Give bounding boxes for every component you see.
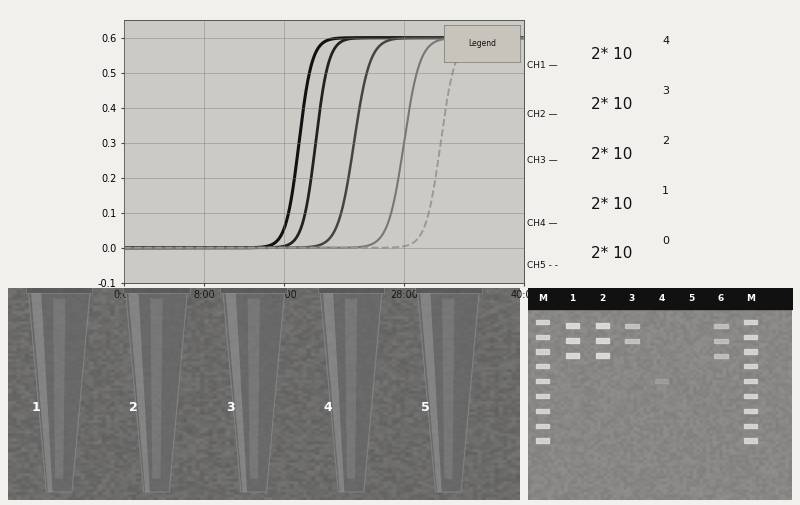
Text: 2* 10: 2* 10 — [590, 47, 632, 62]
Bar — [566, 353, 579, 358]
Bar — [744, 424, 758, 428]
Text: 2* 10: 2* 10 — [590, 146, 632, 162]
Text: 5: 5 — [421, 400, 430, 414]
Polygon shape — [150, 298, 162, 479]
Bar — [596, 338, 609, 343]
Text: 2: 2 — [599, 294, 606, 303]
Text: CH5 - -: CH5 - - — [526, 261, 558, 270]
Bar — [566, 338, 579, 343]
Bar — [655, 379, 668, 383]
Text: 2: 2 — [129, 400, 138, 414]
Bar — [626, 339, 638, 343]
Text: 3: 3 — [662, 86, 669, 96]
Bar — [744, 364, 758, 369]
Text: 3: 3 — [226, 400, 235, 414]
Bar — [744, 320, 758, 324]
Bar — [536, 364, 550, 369]
Bar — [536, 424, 550, 428]
Bar — [626, 324, 638, 328]
Text: CH2 —: CH2 — — [526, 110, 558, 119]
Bar — [744, 438, 758, 443]
Polygon shape — [53, 298, 66, 479]
Bar — [536, 334, 550, 339]
Bar — [744, 409, 758, 413]
Polygon shape — [31, 293, 53, 492]
Bar — [714, 354, 728, 358]
Text: M: M — [746, 294, 755, 303]
Polygon shape — [418, 293, 479, 492]
Bar — [536, 438, 550, 443]
Polygon shape — [126, 293, 187, 492]
Polygon shape — [223, 293, 285, 492]
Text: 3: 3 — [629, 294, 635, 303]
Bar — [596, 324, 609, 328]
Text: 0: 0 — [662, 236, 669, 246]
Bar — [714, 339, 728, 343]
Text: 1: 1 — [662, 186, 669, 196]
Text: CH4 —: CH4 — — [526, 219, 558, 228]
Bar — [566, 324, 579, 328]
Bar — [536, 409, 550, 413]
Polygon shape — [226, 293, 247, 492]
Text: 4: 4 — [324, 400, 332, 414]
Text: 2: 2 — [662, 136, 670, 146]
Polygon shape — [345, 298, 357, 479]
Text: 1: 1 — [32, 400, 41, 414]
Polygon shape — [415, 281, 482, 293]
Bar — [714, 324, 728, 328]
Polygon shape — [128, 293, 150, 492]
Text: 2* 10: 2* 10 — [590, 246, 632, 262]
Text: CH3 —: CH3 — — [526, 156, 558, 165]
Bar — [744, 349, 758, 354]
Text: 2* 10: 2* 10 — [590, 196, 632, 212]
Polygon shape — [318, 281, 384, 293]
Polygon shape — [323, 293, 344, 492]
Text: M: M — [538, 294, 547, 303]
Text: CH1 —: CH1 — — [526, 61, 558, 70]
Bar — [536, 349, 550, 354]
Polygon shape — [26, 281, 93, 293]
Bar — [536, 379, 550, 383]
Text: 4: 4 — [658, 294, 665, 303]
Polygon shape — [123, 281, 190, 293]
Polygon shape — [320, 293, 382, 492]
Polygon shape — [420, 293, 442, 492]
Bar — [744, 334, 758, 339]
Polygon shape — [442, 298, 454, 479]
Text: 4: 4 — [662, 36, 670, 46]
Bar — [744, 394, 758, 398]
Text: 5: 5 — [688, 294, 694, 303]
Bar — [536, 394, 550, 398]
Text: 6: 6 — [718, 294, 724, 303]
Polygon shape — [248, 298, 260, 479]
Text: 1: 1 — [570, 294, 576, 303]
Bar — [744, 379, 758, 383]
Bar — [596, 353, 609, 358]
Polygon shape — [29, 293, 90, 492]
Polygon shape — [221, 281, 287, 293]
Text: 2* 10: 2* 10 — [590, 97, 632, 112]
Bar — [536, 320, 550, 324]
